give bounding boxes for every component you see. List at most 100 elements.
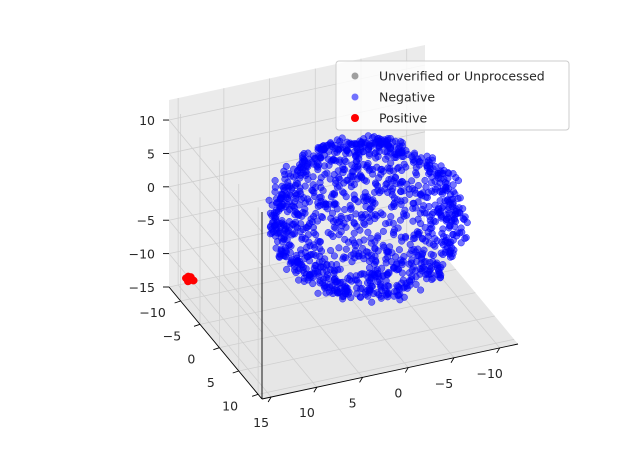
- y-tick-mark: [232, 370, 239, 374]
- point-negative: [422, 209, 430, 217]
- point-negative: [344, 146, 352, 154]
- z-tick-label: −10: [129, 247, 155, 262]
- z-tick-label: −15: [129, 280, 155, 295]
- point-negative: [318, 213, 327, 222]
- point-negative: [370, 289, 378, 298]
- point-negative: [339, 188, 347, 196]
- point-negative: [414, 245, 422, 253]
- point-negative: [452, 205, 460, 213]
- point-negative: [354, 162, 362, 170]
- point-negative: [367, 197, 375, 205]
- point-negative: [271, 177, 279, 185]
- y-tick-mark: [213, 347, 220, 351]
- point-negative: [340, 253, 348, 261]
- point-negative: [425, 270, 433, 278]
- point-negative: [377, 140, 385, 148]
- point-negative: [343, 214, 351, 222]
- point-negative: [290, 220, 298, 228]
- point-negative: [402, 147, 410, 155]
- point-negative: [422, 183, 430, 191]
- point-negative: [347, 183, 355, 191]
- point-negative: [325, 161, 333, 169]
- point-negative: [398, 259, 406, 267]
- point-negative: [339, 163, 347, 171]
- y-axis-line: [168, 286, 263, 400]
- y-tick-label: −5: [163, 328, 181, 343]
- point-negative: [301, 182, 309, 190]
- point-negative: [439, 225, 447, 233]
- grid-x-floor: [177, 284, 272, 398]
- point-negative: [385, 282, 393, 290]
- point-negative: [394, 164, 402, 172]
- point-negative: [312, 209, 320, 217]
- point-negative: [445, 224, 453, 232]
- point-negative: [297, 195, 305, 203]
- point-negative: [350, 229, 358, 237]
- point-negative: [397, 188, 405, 196]
- point-negative: [395, 246, 403, 254]
- point-negative: [343, 287, 351, 295]
- point-negative: [419, 235, 427, 243]
- point-negative: [330, 171, 338, 179]
- point-negative: [397, 200, 405, 208]
- point-negative: [289, 230, 297, 238]
- point-negative: [297, 250, 305, 258]
- point-negative: [323, 169, 331, 177]
- point-negative: [390, 154, 399, 162]
- point-negative: [395, 291, 403, 299]
- legend-label-unverified: Unverified or Unprocessed: [379, 69, 545, 84]
- point-negative: [425, 170, 433, 178]
- point-negative: [350, 239, 358, 247]
- point-negative: [448, 244, 456, 252]
- point-negative: [448, 216, 456, 224]
- point-negative: [280, 249, 288, 257]
- point-negative: [360, 197, 368, 205]
- legend: Unverified or Unprocessed Negative Posit…: [335, 60, 570, 131]
- point-negative: [337, 212, 345, 220]
- x-axis-line: [261, 343, 519, 400]
- point-negative: [306, 270, 314, 279]
- point-negative: [284, 195, 292, 203]
- point-negative: [309, 280, 317, 288]
- point-negative: [399, 152, 407, 161]
- point-negative: [370, 133, 378, 141]
- point-negative: [441, 197, 449, 205]
- point-negative: [319, 268, 327, 276]
- point-negative: [311, 192, 319, 201]
- grid-x-floor: [223, 274, 318, 388]
- point-negative: [335, 158, 343, 166]
- point-negative: [355, 151, 363, 159]
- point-negative: [379, 227, 387, 235]
- point-negative: [431, 218, 439, 226]
- point-negative: [347, 294, 355, 302]
- point-negative: [417, 286, 425, 294]
- point-negative: [383, 148, 391, 156]
- point-negative: [304, 159, 312, 167]
- x-tick-mark: [496, 347, 501, 354]
- point-negative: [367, 234, 375, 242]
- y-tick-label: −10: [139, 305, 165, 320]
- point-negative: [286, 172, 295, 180]
- point-negative: [389, 228, 397, 237]
- point-negative: [366, 284, 374, 292]
- point-negative: [330, 191, 338, 199]
- point-negative: [313, 217, 322, 225]
- point-negative: [418, 192, 426, 200]
- point-negative: [426, 225, 434, 233]
- point-negative: [302, 265, 310, 273]
- point-negative: [312, 261, 320, 269]
- point-negative: [408, 266, 416, 274]
- y-tick-mark: [193, 323, 201, 327]
- point-negative: [396, 216, 405, 224]
- point-negative: [408, 272, 416, 280]
- point-negative: [324, 274, 332, 283]
- point-negative: [302, 171, 310, 179]
- legend-label-positive: Positive: [379, 111, 427, 126]
- point-negative: [371, 252, 379, 260]
- point-negative: [360, 236, 368, 244]
- x-tick-label: 15: [253, 415, 269, 430]
- point-negative: [353, 222, 361, 231]
- point-negative: [412, 164, 420, 172]
- point-negative: [377, 294, 385, 302]
- point-negative: [371, 215, 379, 223]
